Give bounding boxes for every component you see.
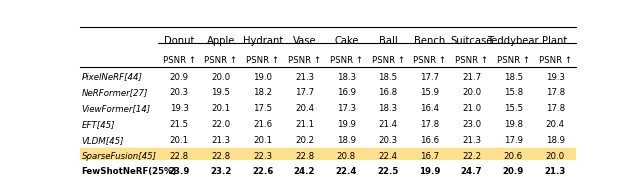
Text: 20.0: 20.0: [211, 73, 230, 82]
Text: 17.7: 17.7: [295, 88, 314, 97]
Text: Suitcase: Suitcase: [451, 36, 493, 46]
Text: 17.8: 17.8: [420, 120, 440, 129]
Text: 21.7: 21.7: [462, 73, 481, 82]
Text: Apple: Apple: [207, 36, 236, 46]
Text: 24.7: 24.7: [461, 167, 483, 176]
Text: 19.9: 19.9: [337, 120, 356, 129]
Text: 22.8: 22.8: [170, 152, 189, 161]
Text: PSNR ↑: PSNR ↑: [538, 56, 572, 65]
Text: SparseFusion[45]: SparseFusion[45]: [81, 152, 157, 161]
Text: 16.7: 16.7: [420, 152, 440, 161]
Text: 21.5: 21.5: [170, 120, 189, 129]
Text: 20.1: 20.1: [170, 136, 189, 145]
Text: 21.3: 21.3: [295, 73, 314, 82]
Text: 19.3: 19.3: [546, 73, 564, 82]
Text: Bench: Bench: [414, 36, 445, 46]
Text: 17.7: 17.7: [420, 73, 440, 82]
Text: Hydrant: Hydrant: [243, 36, 283, 46]
Text: 17.5: 17.5: [253, 104, 273, 113]
Text: 22.8: 22.8: [295, 152, 314, 161]
Text: 21.3: 21.3: [545, 167, 566, 176]
Text: 18.2: 18.2: [253, 88, 273, 97]
Text: 20.1: 20.1: [211, 104, 230, 113]
Text: PSNR ↑: PSNR ↑: [497, 56, 530, 65]
Text: 18.3: 18.3: [337, 73, 356, 82]
Text: FewShotNeRF(25%): FewShotNeRF(25%): [81, 167, 177, 176]
Text: 19.3: 19.3: [170, 104, 189, 113]
Text: 17.8: 17.8: [545, 88, 564, 97]
Text: 18.5: 18.5: [504, 73, 523, 82]
Text: 19.9: 19.9: [419, 167, 440, 176]
Text: 23.9: 23.9: [168, 167, 190, 176]
Text: 16.8: 16.8: [378, 88, 397, 97]
Text: Ball: Ball: [379, 36, 397, 46]
Text: EFT[45]: EFT[45]: [81, 120, 115, 129]
Text: 16.4: 16.4: [420, 104, 440, 113]
Text: 22.3: 22.3: [253, 152, 273, 161]
Text: 18.3: 18.3: [378, 104, 397, 113]
Text: 21.3: 21.3: [462, 136, 481, 145]
Text: 22.8: 22.8: [211, 152, 230, 161]
Text: 20.0: 20.0: [545, 152, 564, 161]
Text: 23.2: 23.2: [211, 167, 232, 176]
Text: 17.9: 17.9: [504, 136, 523, 145]
Text: 20.3: 20.3: [170, 88, 189, 97]
Text: 22.2: 22.2: [462, 152, 481, 161]
Text: 22.4: 22.4: [335, 167, 357, 176]
Bar: [80, 164, 576, 180]
Text: 15.9: 15.9: [420, 88, 439, 97]
Text: 20.2: 20.2: [295, 136, 314, 145]
Text: Plant: Plant: [543, 36, 568, 46]
Text: 15.5: 15.5: [504, 104, 523, 113]
Text: 20.6: 20.6: [504, 152, 523, 161]
Text: 16.6: 16.6: [420, 136, 440, 145]
Text: 21.3: 21.3: [211, 136, 230, 145]
Text: 20.4: 20.4: [295, 104, 314, 113]
Text: Teddybear: Teddybear: [488, 36, 539, 46]
Text: 19.0: 19.0: [253, 73, 272, 82]
Text: PSNR ↑: PSNR ↑: [204, 56, 237, 65]
Text: 19.8: 19.8: [504, 120, 523, 129]
Text: PSNR ↑: PSNR ↑: [371, 56, 404, 65]
Text: 20.8: 20.8: [337, 152, 356, 161]
Text: 22.5: 22.5: [378, 167, 399, 176]
Text: 20.3: 20.3: [378, 136, 397, 145]
Text: PSNR ↑: PSNR ↑: [246, 56, 279, 65]
Text: 18.9: 18.9: [546, 136, 564, 145]
Text: 21.4: 21.4: [378, 120, 397, 129]
Text: Cake: Cake: [334, 36, 358, 46]
Text: 22.0: 22.0: [211, 120, 230, 129]
Text: Donut: Donut: [164, 36, 195, 46]
Text: VLDM[45]: VLDM[45]: [81, 136, 124, 145]
Text: 18.5: 18.5: [378, 73, 397, 82]
Text: Vase: Vase: [292, 36, 316, 46]
Text: 20.4: 20.4: [545, 120, 564, 129]
Text: 22.4: 22.4: [378, 152, 397, 161]
Text: 21.0: 21.0: [462, 104, 481, 113]
Text: PixelNeRF[44]: PixelNeRF[44]: [81, 73, 142, 82]
Text: 20.1: 20.1: [253, 136, 273, 145]
Text: 17.8: 17.8: [545, 104, 564, 113]
Text: ViewFormer[14]: ViewFormer[14]: [81, 104, 150, 113]
Text: PSNR ↑: PSNR ↑: [288, 56, 321, 65]
Text: PSNR ↑: PSNR ↑: [455, 56, 488, 65]
Text: 20.0: 20.0: [462, 88, 481, 97]
Text: 23.0: 23.0: [462, 120, 481, 129]
Text: 21.1: 21.1: [295, 120, 314, 129]
Text: PSNR ↑: PSNR ↑: [330, 56, 363, 65]
Text: 20.9: 20.9: [503, 167, 524, 176]
Text: 22.6: 22.6: [252, 167, 273, 176]
Text: 21.6: 21.6: [253, 120, 273, 129]
Bar: [80, 148, 576, 164]
Text: 24.2: 24.2: [294, 167, 316, 176]
Text: 20.9: 20.9: [170, 73, 189, 82]
Text: 16.9: 16.9: [337, 88, 356, 97]
Text: NeRFormer[27]: NeRFormer[27]: [81, 88, 148, 97]
Text: 17.3: 17.3: [337, 104, 356, 113]
Text: PSNR ↑: PSNR ↑: [413, 56, 446, 65]
Text: 15.8: 15.8: [504, 88, 523, 97]
Text: 19.5: 19.5: [211, 88, 230, 97]
Text: 18.9: 18.9: [337, 136, 356, 145]
Text: PSNR ↑: PSNR ↑: [163, 56, 196, 65]
